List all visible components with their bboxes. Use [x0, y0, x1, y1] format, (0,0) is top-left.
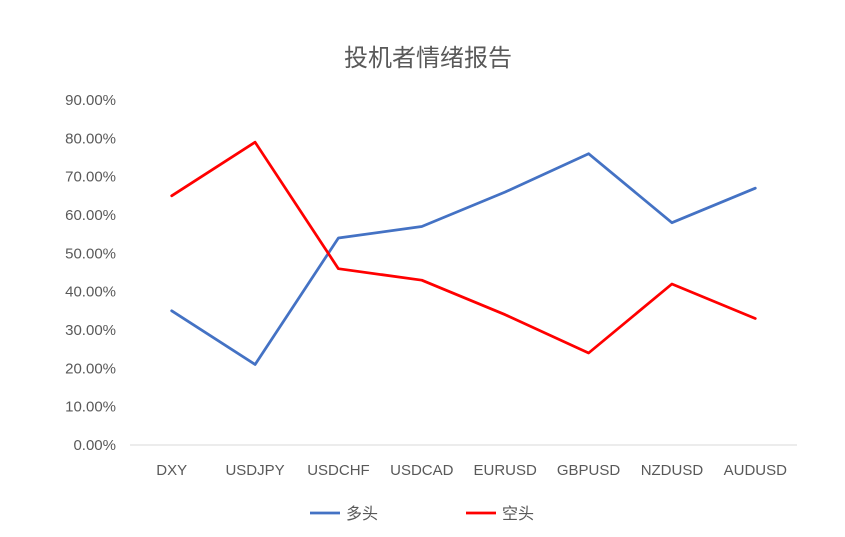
chart-title: 投机者情绪报告 — [344, 45, 512, 72]
x-tick-label: NZDUSD — [641, 462, 704, 479]
y-tick-label: 50.00% — [65, 245, 116, 262]
x-tick-label: USDCHF — [307, 462, 370, 479]
x-axis: DXY USDJPY USDCHF USDCAD EURUSD GBPUSD NZDUSD A… — [156, 462, 787, 479]
x-tick-label: USDJPY — [225, 462, 284, 479]
legend: 多头 空头 — [310, 505, 534, 523]
y-tick-label: 90.00% — [65, 92, 116, 109]
x-tick-label: USDCAD — [390, 462, 454, 479]
x-tick-label: AUDUSD — [724, 462, 788, 479]
y-axis: 0.00% 10.00% 20.00% 30.00% 40.00% 50.00% 60.00… — [65, 92, 116, 454]
y-tick-label: 20.00% — [65, 360, 116, 377]
series-line-1 — [170, 140, 757, 355]
legend-label: 多头 — [346, 505, 378, 523]
x-tick-label: GBPUSD — [557, 462, 621, 479]
y-tick-label: 70.00% — [65, 169, 116, 186]
x-tick-label: EURUSD — [474, 462, 538, 479]
y-tick-label: 80.00% — [65, 130, 116, 147]
legend-label: 空头 — [502, 505, 534, 523]
y-tick-label: 60.00% — [65, 207, 116, 224]
series-line-0 — [170, 152, 757, 366]
y-tick-label: 40.00% — [65, 284, 116, 301]
series-layer — [170, 140, 757, 366]
x-tick-label: DXY — [156, 462, 187, 479]
y-tick-label: 30.00% — [65, 322, 116, 339]
y-tick-label: 10.00% — [65, 399, 116, 416]
y-tick-label: 0.00% — [73, 437, 116, 454]
